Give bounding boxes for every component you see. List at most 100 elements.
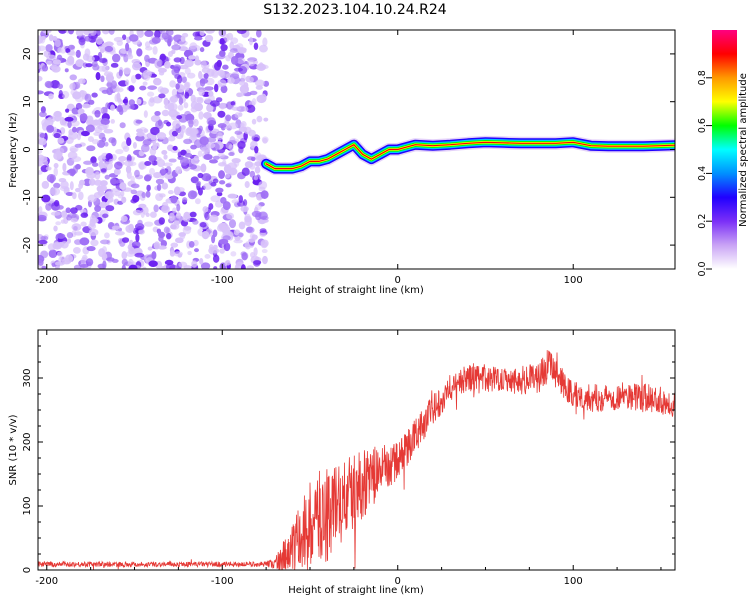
noise-blob	[208, 244, 214, 250]
noise-blob	[39, 133, 46, 138]
noise-blob	[122, 98, 128, 104]
colorbar-tick-label: 0.2	[697, 214, 708, 229]
noise-blob	[228, 144, 234, 151]
noise-blob	[263, 117, 269, 122]
noise-blob	[105, 152, 113, 161]
noise-blob	[95, 36, 104, 45]
noise-blob	[94, 205, 102, 212]
spectrogram-y-axis-label: Frequency (Hz)	[8, 112, 19, 188]
noise-blob	[253, 175, 259, 181]
noise-blob	[167, 135, 176, 142]
noise-blob	[188, 55, 196, 60]
noise-blob	[95, 72, 101, 81]
noise-blob	[51, 36, 58, 41]
noise-blob	[111, 188, 119, 193]
noise-blob	[217, 123, 227, 129]
noise-blob	[150, 126, 160, 136]
noise-blob	[149, 167, 155, 175]
noise-blob	[82, 53, 90, 61]
noise-blob	[211, 71, 219, 79]
noise-blob	[217, 110, 226, 118]
noise-blob	[88, 228, 99, 237]
noise-blob	[193, 139, 202, 149]
noise-blob	[46, 125, 55, 133]
noise-blob	[110, 119, 115, 124]
noise-blob	[87, 136, 94, 143]
noise-blob	[261, 215, 269, 221]
noise-blob	[260, 190, 269, 199]
noise-blob	[233, 229, 241, 236]
noise-blob	[177, 104, 184, 111]
noise-blob	[80, 221, 87, 227]
noise-blob	[192, 219, 199, 225]
noise-blob	[194, 55, 200, 63]
noise-blob	[184, 110, 192, 118]
noise-blob	[156, 159, 166, 168]
noise-blob	[45, 44, 53, 52]
noise-blob	[41, 265, 47, 269]
noise-blob	[65, 191, 74, 197]
noise-blob	[79, 90, 85, 95]
noise-blob	[222, 201, 231, 211]
noise-blob	[238, 232, 244, 238]
x-tick-label: 0	[395, 275, 401, 286]
noise-blob	[172, 207, 177, 214]
noise-blob	[218, 170, 225, 179]
noise-blob	[175, 212, 182, 219]
noise-blob	[198, 89, 205, 97]
noise-blob	[69, 120, 80, 127]
noise-blob	[138, 229, 145, 235]
noise-blob	[249, 170, 256, 178]
noise-blob	[149, 211, 157, 218]
noise-blob	[136, 48, 143, 57]
noise-blob	[240, 205, 249, 213]
noise-blob	[42, 160, 49, 166]
noise-blob	[218, 222, 229, 232]
noise-blob	[206, 136, 217, 143]
noise-blob	[253, 137, 260, 142]
noise-blob	[253, 260, 262, 265]
noise-blob	[61, 90, 70, 99]
noise-blob	[187, 250, 192, 256]
noise-blob	[132, 142, 137, 149]
noise-blob	[203, 154, 213, 160]
noise-blob	[75, 59, 85, 68]
noise-blob	[240, 251, 247, 257]
noise-blob	[75, 49, 81, 58]
noise-blob	[155, 59, 163, 67]
noise-blob	[71, 223, 82, 231]
noise-blob	[38, 259, 44, 266]
noise-blob	[172, 120, 181, 129]
noise-blob	[91, 138, 100, 145]
noise-blob	[262, 137, 268, 144]
noise-blob	[128, 99, 136, 106]
noise-blob	[105, 205, 115, 212]
noise-blob	[178, 261, 188, 268]
noise-blob	[215, 187, 224, 193]
noise-blob	[154, 30, 161, 39]
noise-blob	[188, 119, 194, 128]
noise-blob	[132, 209, 142, 216]
noise-blob	[153, 204, 159, 213]
noise-blob	[140, 209, 145, 218]
noise-blob	[231, 199, 240, 204]
noise-blob	[58, 90, 63, 98]
noise-blob	[86, 172, 97, 179]
noise-blob	[170, 195, 178, 204]
noise-blob	[259, 232, 267, 237]
noise-blob	[212, 155, 220, 160]
noise-blob	[230, 37, 239, 44]
figure-title: S132.2023.104.10.24.R24	[263, 2, 446, 18]
noise-blob	[166, 121, 172, 127]
noise-blob	[168, 109, 179, 118]
noise-blob	[155, 178, 165, 185]
noise-blob	[231, 158, 241, 164]
noise-blob	[181, 76, 187, 83]
noise-blob	[259, 228, 267, 233]
noise-blob	[201, 146, 211, 153]
noise-blob	[93, 192, 103, 199]
noise-blob	[184, 82, 190, 91]
noise-blob	[157, 67, 167, 73]
x-tick-label: -200	[35, 275, 58, 286]
